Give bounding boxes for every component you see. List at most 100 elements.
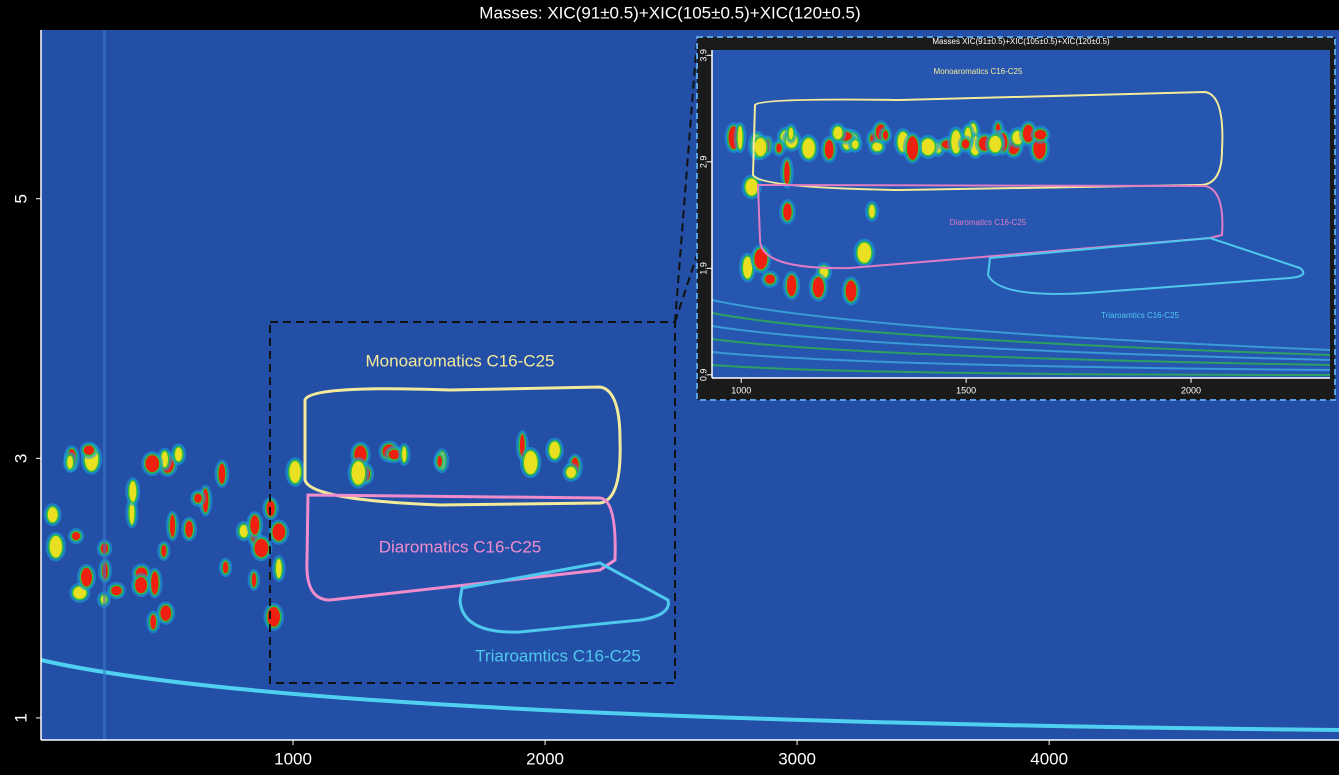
peak-core [737, 125, 743, 150]
peak-core [161, 544, 167, 557]
peak-core [151, 571, 159, 595]
peak-core [857, 242, 872, 263]
y-tick-label: 3 [11, 454, 30, 463]
peak-core [754, 248, 768, 270]
zoom-box [269, 321, 676, 684]
peak-core [250, 515, 260, 535]
peak-core [47, 507, 58, 523]
peak-core [150, 614, 157, 630]
peak-core [81, 567, 93, 587]
baseline-band [711, 299, 1331, 351]
peak-core [49, 535, 62, 558]
peak-core [906, 136, 919, 160]
peak-core [174, 447, 183, 462]
peak-core [83, 445, 94, 455]
peak-core [872, 142, 883, 152]
zoom-connector [674, 39, 698, 323]
x-tick-label: 1000 [731, 385, 751, 395]
peak-core [743, 256, 753, 279]
peak-core [833, 126, 843, 140]
peak-core [882, 130, 889, 140]
peak-core [1022, 124, 1034, 143]
region-label: Diaromatics C16-C25 [379, 537, 542, 556]
peak-core [129, 481, 137, 502]
chart-title: Masses: XIC(91±0.5)+XIC(105±0.5)+XIC(120… [479, 3, 860, 22]
peak-core [218, 463, 226, 484]
peak-core [754, 138, 767, 157]
peak-core [239, 525, 249, 538]
region-label: Monoaromatics C16-C25 [934, 67, 1023, 76]
y-tick-label: 1 [11, 713, 30, 722]
y-tick-label: 5 [11, 194, 30, 203]
region-outline [756, 183, 1224, 270]
region-outline [986, 236, 1305, 295]
peak-core [786, 275, 797, 297]
peak-core [776, 143, 782, 153]
peak-core [135, 577, 147, 594]
y-tick-label: 1.9 [698, 262, 708, 275]
peak-core [845, 280, 857, 302]
peak-core [961, 139, 970, 149]
peak-core [351, 461, 366, 485]
plot-area [712, 50, 1330, 378]
peak-core [788, 127, 794, 140]
y-tick-label: 0.9 [698, 369, 708, 382]
region-outline [303, 385, 622, 507]
peak-core [402, 446, 407, 463]
peak-core [989, 135, 1002, 153]
peak-core [67, 455, 73, 469]
x-tick-label: 4000 [1030, 749, 1068, 768]
peak-core [764, 274, 775, 284]
peak-core [73, 586, 87, 599]
y-tick-label: 3.9 [698, 49, 708, 62]
peak-core [745, 178, 758, 196]
peak-core [1034, 129, 1047, 140]
region-outline [305, 493, 617, 602]
peak-core [145, 455, 160, 473]
peak-core [388, 449, 400, 460]
peak-core [160, 605, 172, 621]
peak-core [549, 441, 560, 459]
peak-core [251, 572, 257, 587]
peak-core [523, 451, 538, 475]
peak-core [921, 138, 935, 156]
peak-core [289, 461, 301, 483]
chart-title: Masses XIC(91±0.5)+XIC(105±0.5)+XIC(120±… [932, 37, 1110, 46]
peak-core [276, 559, 282, 579]
region-label: Diaromatics C16-C25 [950, 218, 1027, 227]
peak-core [185, 520, 193, 538]
peak-core [169, 514, 176, 538]
peak-core [111, 586, 122, 596]
peak-core [194, 493, 202, 503]
region-label: Monoaromatics C16-C25 [366, 351, 555, 370]
peak-core [783, 203, 792, 221]
zoom-connector [674, 254, 698, 323]
baseline-band [711, 364, 1331, 376]
peak-core [951, 130, 961, 154]
baseline-band [711, 312, 1331, 356]
peak-core [784, 160, 790, 185]
y-tick-label: 2.9 [698, 156, 708, 169]
peak-core [566, 466, 576, 478]
baseline-band [711, 325, 1331, 361]
baseline-band [711, 351, 1331, 371]
x-tick-label: 2000 [1181, 385, 1201, 395]
peak-core [812, 277, 824, 298]
peak-core [851, 140, 859, 149]
baseline-band [711, 338, 1331, 366]
peak-core [72, 531, 81, 541]
peak-core [824, 139, 834, 159]
x-tick-label: 2000 [526, 749, 564, 768]
region-outline [458, 561, 670, 634]
peak-core [869, 204, 875, 218]
peak-core [254, 539, 269, 558]
region-label: Triaroamtics C16-C25 [1101, 311, 1179, 320]
baseline-band [40, 658, 1339, 732]
region-label: Triaroamtics C16-C25 [475, 646, 641, 665]
peak-core [129, 501, 135, 525]
peak-core [802, 138, 815, 159]
x-tick-label: 3000 [778, 749, 816, 768]
x-tick-label: 1500 [956, 385, 976, 395]
x-tick-label: 1000 [274, 749, 312, 768]
